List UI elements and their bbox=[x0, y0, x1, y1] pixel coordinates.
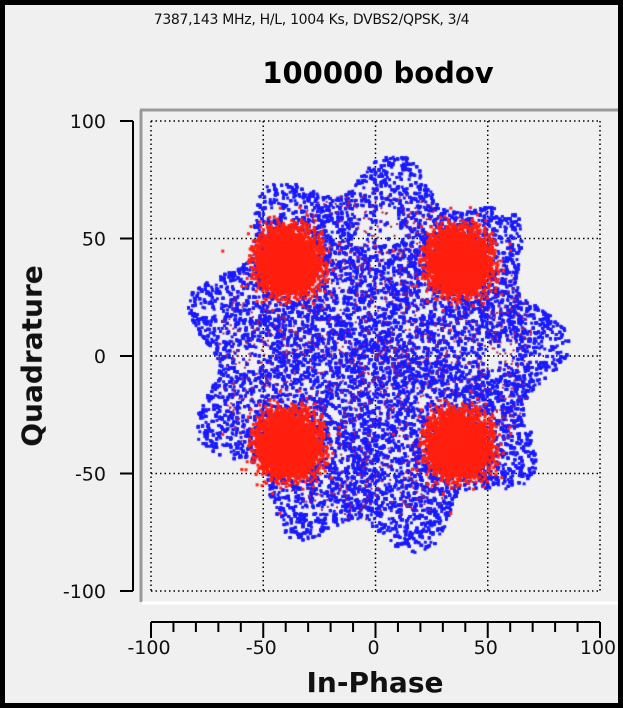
y-tick-label: 0 bbox=[94, 346, 106, 368]
x-tick-label: -50 bbox=[246, 637, 277, 659]
x-tick-label: 50 bbox=[474, 637, 498, 659]
y-axis-label: Quadrature bbox=[15, 265, 49, 447]
x-tick-label: 100 bbox=[580, 637, 616, 659]
y-tick-label: 100 bbox=[70, 111, 106, 133]
chart-title: 100000 bodov bbox=[262, 56, 494, 90]
y-tick-label: -100 bbox=[63, 581, 106, 603]
plot-area bbox=[140, 110, 618, 602]
x-axis-label: In-Phase bbox=[306, 666, 444, 699]
y-tick-label: 50 bbox=[82, 229, 106, 251]
x-tick-label: -100 bbox=[127, 637, 170, 659]
y-tick-label: -50 bbox=[75, 464, 106, 486]
chart-subtitle: 7387,143 MHz, H/L, 1004 Ks, DVBS2/QPSK, … bbox=[153, 12, 470, 28]
x-tick-label: 0 bbox=[367, 637, 379, 659]
